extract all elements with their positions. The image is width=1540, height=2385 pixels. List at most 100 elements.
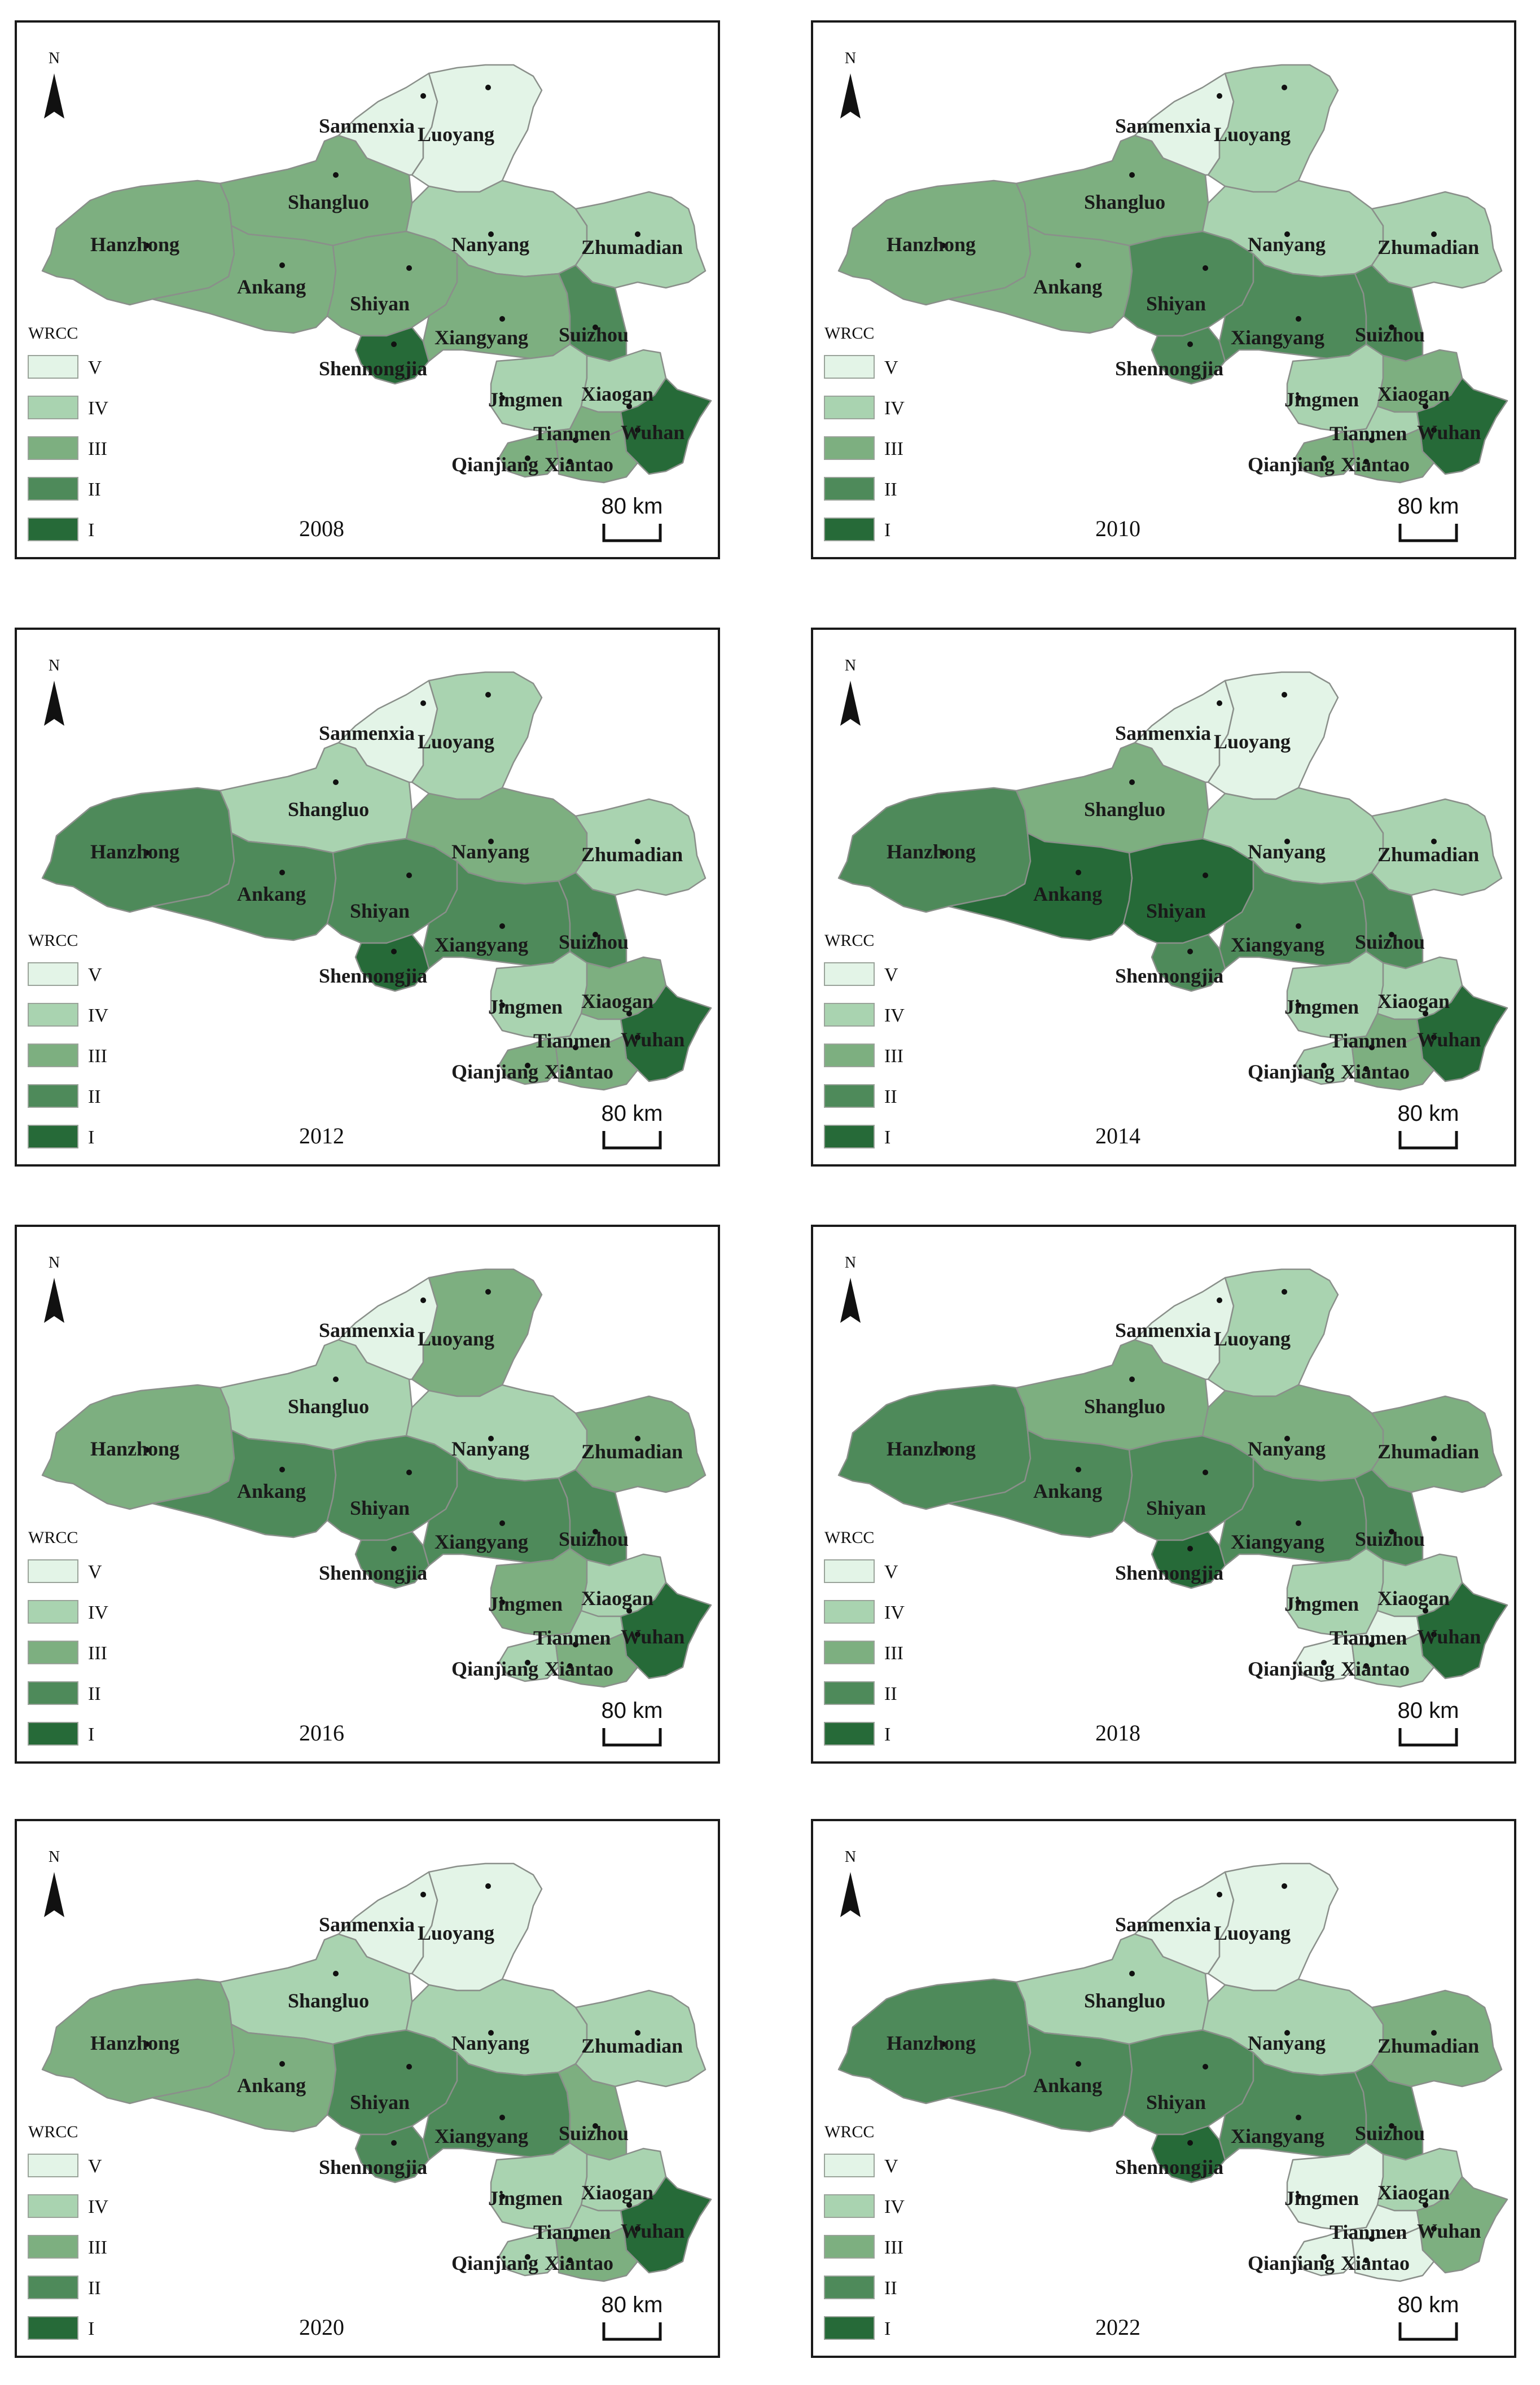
legend-label: I bbox=[88, 520, 94, 541]
city-label-sanmenxia: Sanmenxia bbox=[1115, 1319, 1211, 1341]
legend-label: II bbox=[884, 1086, 897, 1107]
legend-swatch bbox=[28, 1003, 78, 1027]
region-zhumadian bbox=[574, 1989, 707, 2088]
city-dot-jingmen bbox=[499, 1002, 505, 1008]
city-label-xiantao: Xiantao bbox=[545, 1658, 613, 1680]
city-label-hanzhong: Hanzhong bbox=[887, 233, 976, 256]
city-label-xiangyang: Xiangyang bbox=[435, 1531, 528, 1553]
map-panel-2008: Sanmenxia Luoyang Shangluo Hanzhong Nanyang Z… bbox=[15, 20, 720, 559]
city-label-shiyan: Shiyan bbox=[1146, 292, 1206, 315]
legend-label: IV bbox=[884, 398, 905, 419]
city-label-xiaogan: Xiaogan bbox=[581, 383, 653, 405]
city-dot-xiangyang bbox=[499, 2115, 505, 2120]
city-dot-suizhou bbox=[1389, 1529, 1394, 1535]
north-letter: N bbox=[845, 1848, 856, 1866]
legend-title: WRCC bbox=[824, 2123, 874, 2141]
city-dot-ankang bbox=[1076, 1467, 1081, 1472]
region-zhumadian bbox=[574, 798, 707, 896]
city-dot-xiantao bbox=[1363, 2257, 1369, 2263]
city-dot-xiantao bbox=[1363, 459, 1369, 464]
city-dot-tianmen bbox=[573, 1045, 578, 1050]
city-dot-xiangyang bbox=[499, 923, 505, 929]
legend-label: I bbox=[884, 2318, 890, 2339]
city-dot-xiangyang bbox=[1296, 2115, 1301, 2120]
city-dot-shennongjia bbox=[1187, 341, 1193, 347]
city-label-qianjiang: Qianjiang bbox=[451, 453, 538, 476]
city-dot-shennongjia bbox=[1187, 2140, 1193, 2146]
city-label-suizhou: Suizhou bbox=[1355, 2122, 1425, 2145]
city-label-ankang: Ankang bbox=[237, 275, 306, 298]
city-label-shennongjia: Shennongjia bbox=[319, 357, 427, 380]
city-label-nanyang: Nanyang bbox=[1248, 233, 1326, 256]
city-dot-shiyan bbox=[1203, 1470, 1208, 1475]
city-label-suizhou: Suizhou bbox=[559, 931, 629, 953]
city-dot-qianjiang bbox=[525, 1660, 530, 1665]
legend-title: WRCC bbox=[28, 324, 78, 343]
map-panel-2014: Sanmenxia Luoyang Shangluo Hanzhong Nanyang Z… bbox=[811, 628, 1516, 1167]
city-label-wuhan: Wuhan bbox=[621, 1028, 685, 1051]
city-label-wuhan: Wuhan bbox=[621, 2220, 685, 2242]
city-label-nanyang: Nanyang bbox=[451, 1437, 529, 1460]
city-dot-jingmen bbox=[499, 2194, 505, 2199]
legend-label: I bbox=[88, 1127, 94, 1148]
city-label-qianjiang: Qianjiang bbox=[1248, 2252, 1335, 2274]
city-label-shennongjia: Shennongjia bbox=[319, 964, 427, 987]
north-arrow: N bbox=[840, 50, 861, 119]
legend-swatch bbox=[824, 1600, 875, 1624]
city-dot-wuhan bbox=[635, 2226, 640, 2231]
city-label-luoyang: Luoyang bbox=[418, 730, 494, 753]
legend-label: III bbox=[88, 439, 107, 459]
legend-label: III bbox=[88, 1046, 107, 1067]
region-ankang bbox=[947, 1429, 1133, 1538]
year-label: 2010 bbox=[1095, 516, 1140, 541]
city-dot-tianmen bbox=[1369, 1642, 1375, 1647]
year-label: 2018 bbox=[1095, 1720, 1140, 1746]
city-dot-sanmenxia bbox=[1217, 93, 1222, 99]
legend-label: I bbox=[884, 1724, 890, 1745]
city-dot-xiaogan bbox=[626, 404, 632, 409]
city-dot-shennongjia bbox=[1187, 1546, 1193, 1551]
city-dot-xiantao bbox=[567, 2257, 573, 2263]
city-dot-xiaogan bbox=[1423, 2202, 1428, 2208]
city-label-tianmen: Tianmen bbox=[1330, 422, 1407, 445]
legend-label: V bbox=[88, 1562, 102, 1582]
legend-swatch bbox=[824, 518, 875, 541]
legend-swatch bbox=[824, 962, 875, 986]
city-label-wuhan: Wuhan bbox=[1417, 1625, 1481, 1648]
city-label-zhumadian: Zhumadian bbox=[1377, 2035, 1479, 2057]
legend-swatch bbox=[824, 1084, 875, 1108]
city-label-jingmen: Jingmen bbox=[1284, 2187, 1359, 2209]
legend-label: II bbox=[884, 1683, 897, 1704]
city-dot-ankang bbox=[279, 262, 285, 268]
legend-swatch bbox=[28, 2316, 78, 2340]
city-label-shiyan: Shiyan bbox=[1146, 900, 1206, 922]
city-dot-jingmen bbox=[499, 1599, 505, 1605]
region-shennongjia bbox=[1151, 2125, 1226, 2184]
region-shennongjia bbox=[354, 2125, 430, 2184]
city-dot-nanyang bbox=[488, 231, 494, 237]
legend-title: WRCC bbox=[824, 324, 874, 343]
north-arrow-icon bbox=[840, 73, 861, 119]
city-label-shennongjia: Shennongjia bbox=[319, 2156, 427, 2178]
legend-label: II bbox=[884, 479, 897, 500]
city-label-zhumadian: Zhumadian bbox=[1377, 843, 1479, 866]
city-label-shiyan: Shiyan bbox=[350, 292, 410, 315]
city-dot-ankang bbox=[1076, 262, 1081, 268]
city-dot-zhumadian bbox=[1431, 231, 1437, 237]
legend-swatch bbox=[28, 1641, 78, 1664]
city-label-shangluo: Shangluo bbox=[1084, 798, 1165, 821]
city-dot-nanyang bbox=[1284, 839, 1290, 844]
scale-label: 80 km bbox=[1398, 494, 1459, 519]
city-dot-hanzhong bbox=[144, 243, 150, 248]
scale-label: 80 km bbox=[602, 2292, 663, 2317]
city-label-shiyan: Shiyan bbox=[1146, 1497, 1206, 1519]
legend-label: V bbox=[88, 964, 102, 985]
city-label-wuhan: Wuhan bbox=[1417, 2220, 1481, 2242]
city-label-jingmen: Jingmen bbox=[488, 2187, 563, 2209]
city-dot-hanzhong bbox=[144, 2041, 150, 2047]
legend-label: III bbox=[884, 1046, 903, 1067]
city-label-jingmen: Jingmen bbox=[488, 996, 563, 1018]
city-label-sanmenxia: Sanmenxia bbox=[319, 115, 415, 137]
city-dot-luoyang bbox=[1282, 1289, 1287, 1295]
